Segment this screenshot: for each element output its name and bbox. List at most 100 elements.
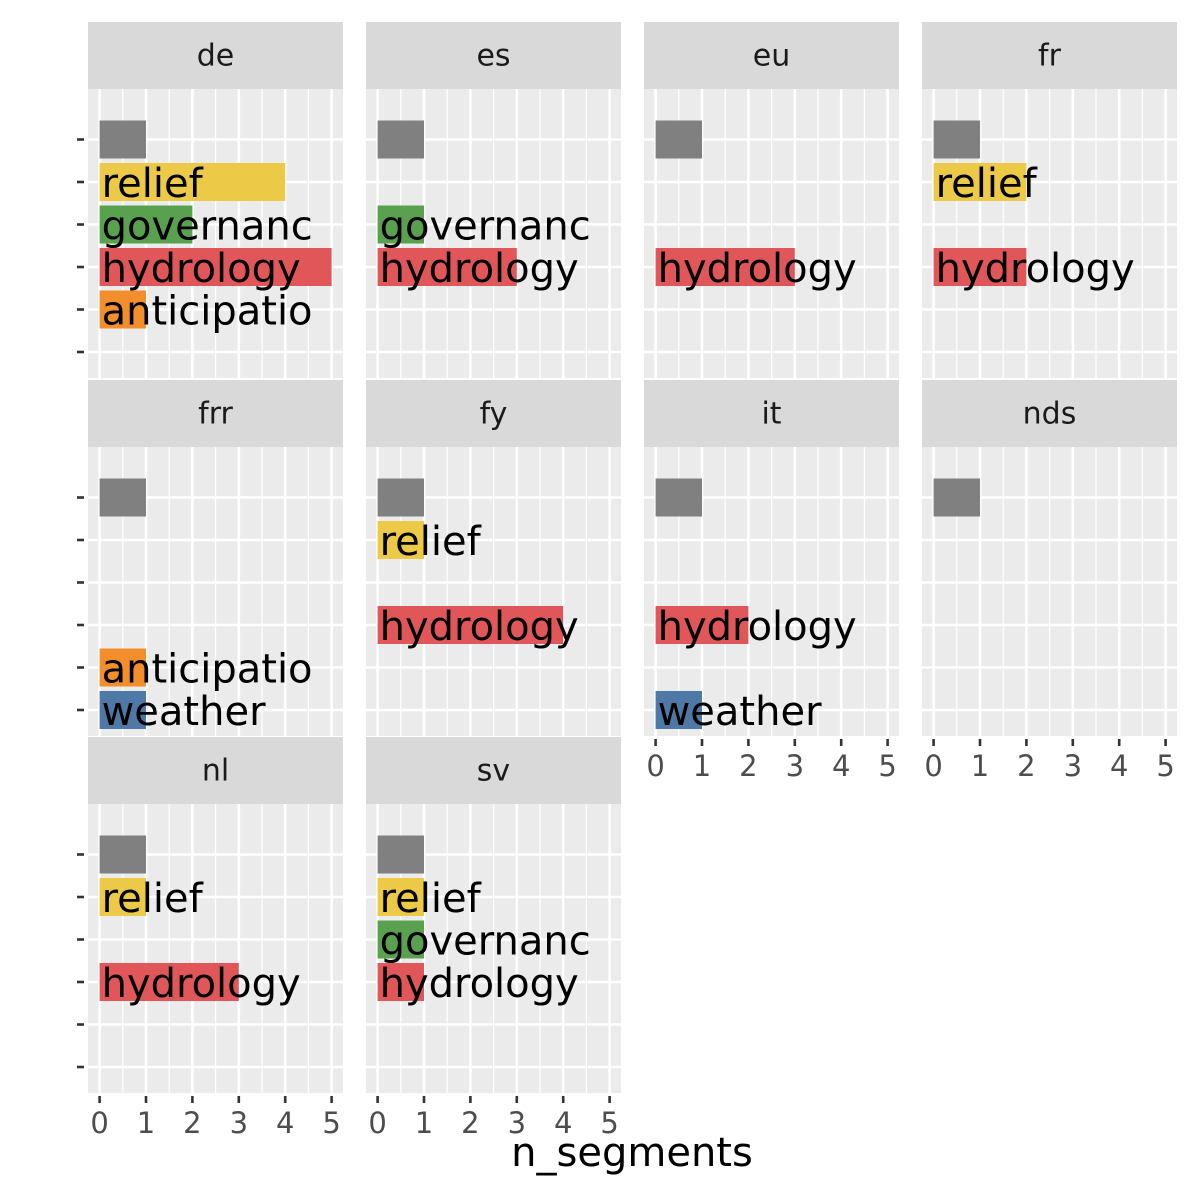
x-tick-label: 5 [600, 1106, 618, 1140]
bar-blank [655, 478, 702, 517]
bar-governanc [99, 205, 193, 244]
facet-strip-label: nds [1023, 397, 1077, 432]
bar-hydrology [99, 248, 332, 286]
bar-weather [655, 691, 702, 729]
bar-label: weather [658, 689, 822, 735]
x-tick-label: 2 [739, 749, 757, 783]
x-tick-label: 0 [368, 1106, 386, 1140]
x-tick-label: 2 [183, 1106, 201, 1140]
facet-strip-label: fy [480, 397, 508, 432]
facet-strip [366, 380, 621, 447]
facet-strip-label: frr [198, 397, 233, 432]
facet-strip-label: sv [477, 754, 510, 789]
x-tick-label: 5 [1156, 749, 1174, 783]
bar-label: relief [380, 519, 482, 565]
facet-panels: dereliefgovernanchydrologyanticipatioesg… [77, 22, 1177, 1140]
bar-label: relief [102, 876, 204, 922]
facet-fr: fr relief hydrology [922, 22, 1177, 378]
bar-label: hydrology [658, 246, 857, 292]
bar-anticipatio [99, 648, 146, 687]
bar-hydrology [655, 248, 795, 286]
bar-hydrology [377, 248, 517, 286]
bar-label: governanc [102, 204, 313, 250]
bar-label: governanc [380, 204, 591, 250]
x-tick-label: 2 [461, 1106, 479, 1140]
bar-label: relief [936, 161, 1038, 207]
x-tick-label: 3 [230, 1106, 248, 1140]
bar-label: weather [102, 689, 266, 735]
facet-strip-label: fr [1038, 39, 1062, 74]
x-tick-label: 4 [832, 749, 850, 783]
facet-nds: nds 0 1 2 3 4 5 [922, 380, 1177, 783]
x-tick-label: 3 [786, 749, 804, 783]
x-tick-label: 1 [693, 749, 711, 783]
x-tick-label: 1 [137, 1106, 155, 1140]
bar-label: hydrology [658, 604, 857, 650]
facet-fy: fy relief hydrology [366, 380, 621, 736]
bar-governanc [377, 205, 424, 244]
bar-label: hydrology [380, 604, 579, 650]
bar-governanc [377, 920, 424, 959]
bar-hydrology [377, 606, 564, 644]
bar-blank [99, 120, 146, 159]
x-tick-label: 2 [1017, 749, 1035, 783]
bar-blank [377, 120, 424, 159]
bar-hydrology [377, 963, 424, 1001]
x-tick-label: 4 [1110, 749, 1128, 783]
bar-label: hydrology [102, 246, 301, 292]
bar-relief [99, 163, 286, 201]
x-tick-label: 0 [924, 749, 942, 783]
facet-strip [644, 380, 899, 447]
bar-label: hydrology [380, 246, 579, 292]
bar-hydrology [99, 963, 239, 1001]
bar-blank [99, 835, 146, 874]
facet-eu: eu hydrology [644, 22, 899, 378]
x-tick-label: 3 [1064, 749, 1082, 783]
bar-label: governanc [380, 919, 591, 965]
facet-nl: nl relief hydrology 0 1 2 3 4 5 [77, 737, 343, 1140]
x-tick-label: 5 [322, 1106, 340, 1140]
bar-blank [933, 478, 980, 517]
x-tick-label: 1 [415, 1106, 433, 1140]
bar-relief [933, 163, 1027, 201]
bar-label: hydrology [102, 961, 301, 1007]
bar-blank [377, 478, 424, 517]
bar-weather [99, 691, 146, 729]
x-tick-label: 5 [878, 749, 896, 783]
bar-blank [655, 120, 702, 159]
bar-label: hydrology [380, 961, 579, 1007]
facet-it: it hydrology weather 0 1 2 3 4 5 [644, 380, 899, 783]
facet-strip [922, 380, 1177, 447]
bar-relief [99, 878, 146, 916]
facet-strip [88, 380, 343, 447]
bar-label: relief [102, 161, 204, 207]
bar-relief [377, 878, 424, 916]
bar-blank [99, 478, 146, 517]
bar-hydrology [655, 606, 749, 644]
bar-label: anticipatio [102, 647, 313, 693]
bar-relief [377, 521, 424, 559]
bar-blank [933, 120, 980, 159]
bar-label: hydrology [936, 246, 1135, 292]
facet-strip-label: it [761, 397, 781, 432]
x-tick-label: 0 [646, 749, 664, 783]
x-tick-label: 1 [971, 749, 989, 783]
facet-strip [922, 22, 1177, 89]
facet-strip-label: es [476, 39, 510, 74]
bar-label: anticipatio [102, 289, 313, 335]
bar-label: relief [380, 876, 482, 922]
x-tick-label: 4 [554, 1106, 572, 1140]
facet-strip-label: de [197, 39, 235, 74]
facet-strip [366, 22, 621, 89]
bar-hydrology [933, 248, 1027, 286]
facet-strip [366, 737, 621, 804]
x-tick-label: 0 [90, 1106, 108, 1140]
x-axis-title: n_segments [511, 1130, 753, 1176]
bar-blank [377, 835, 424, 874]
x-tick-label: 3 [508, 1106, 526, 1140]
